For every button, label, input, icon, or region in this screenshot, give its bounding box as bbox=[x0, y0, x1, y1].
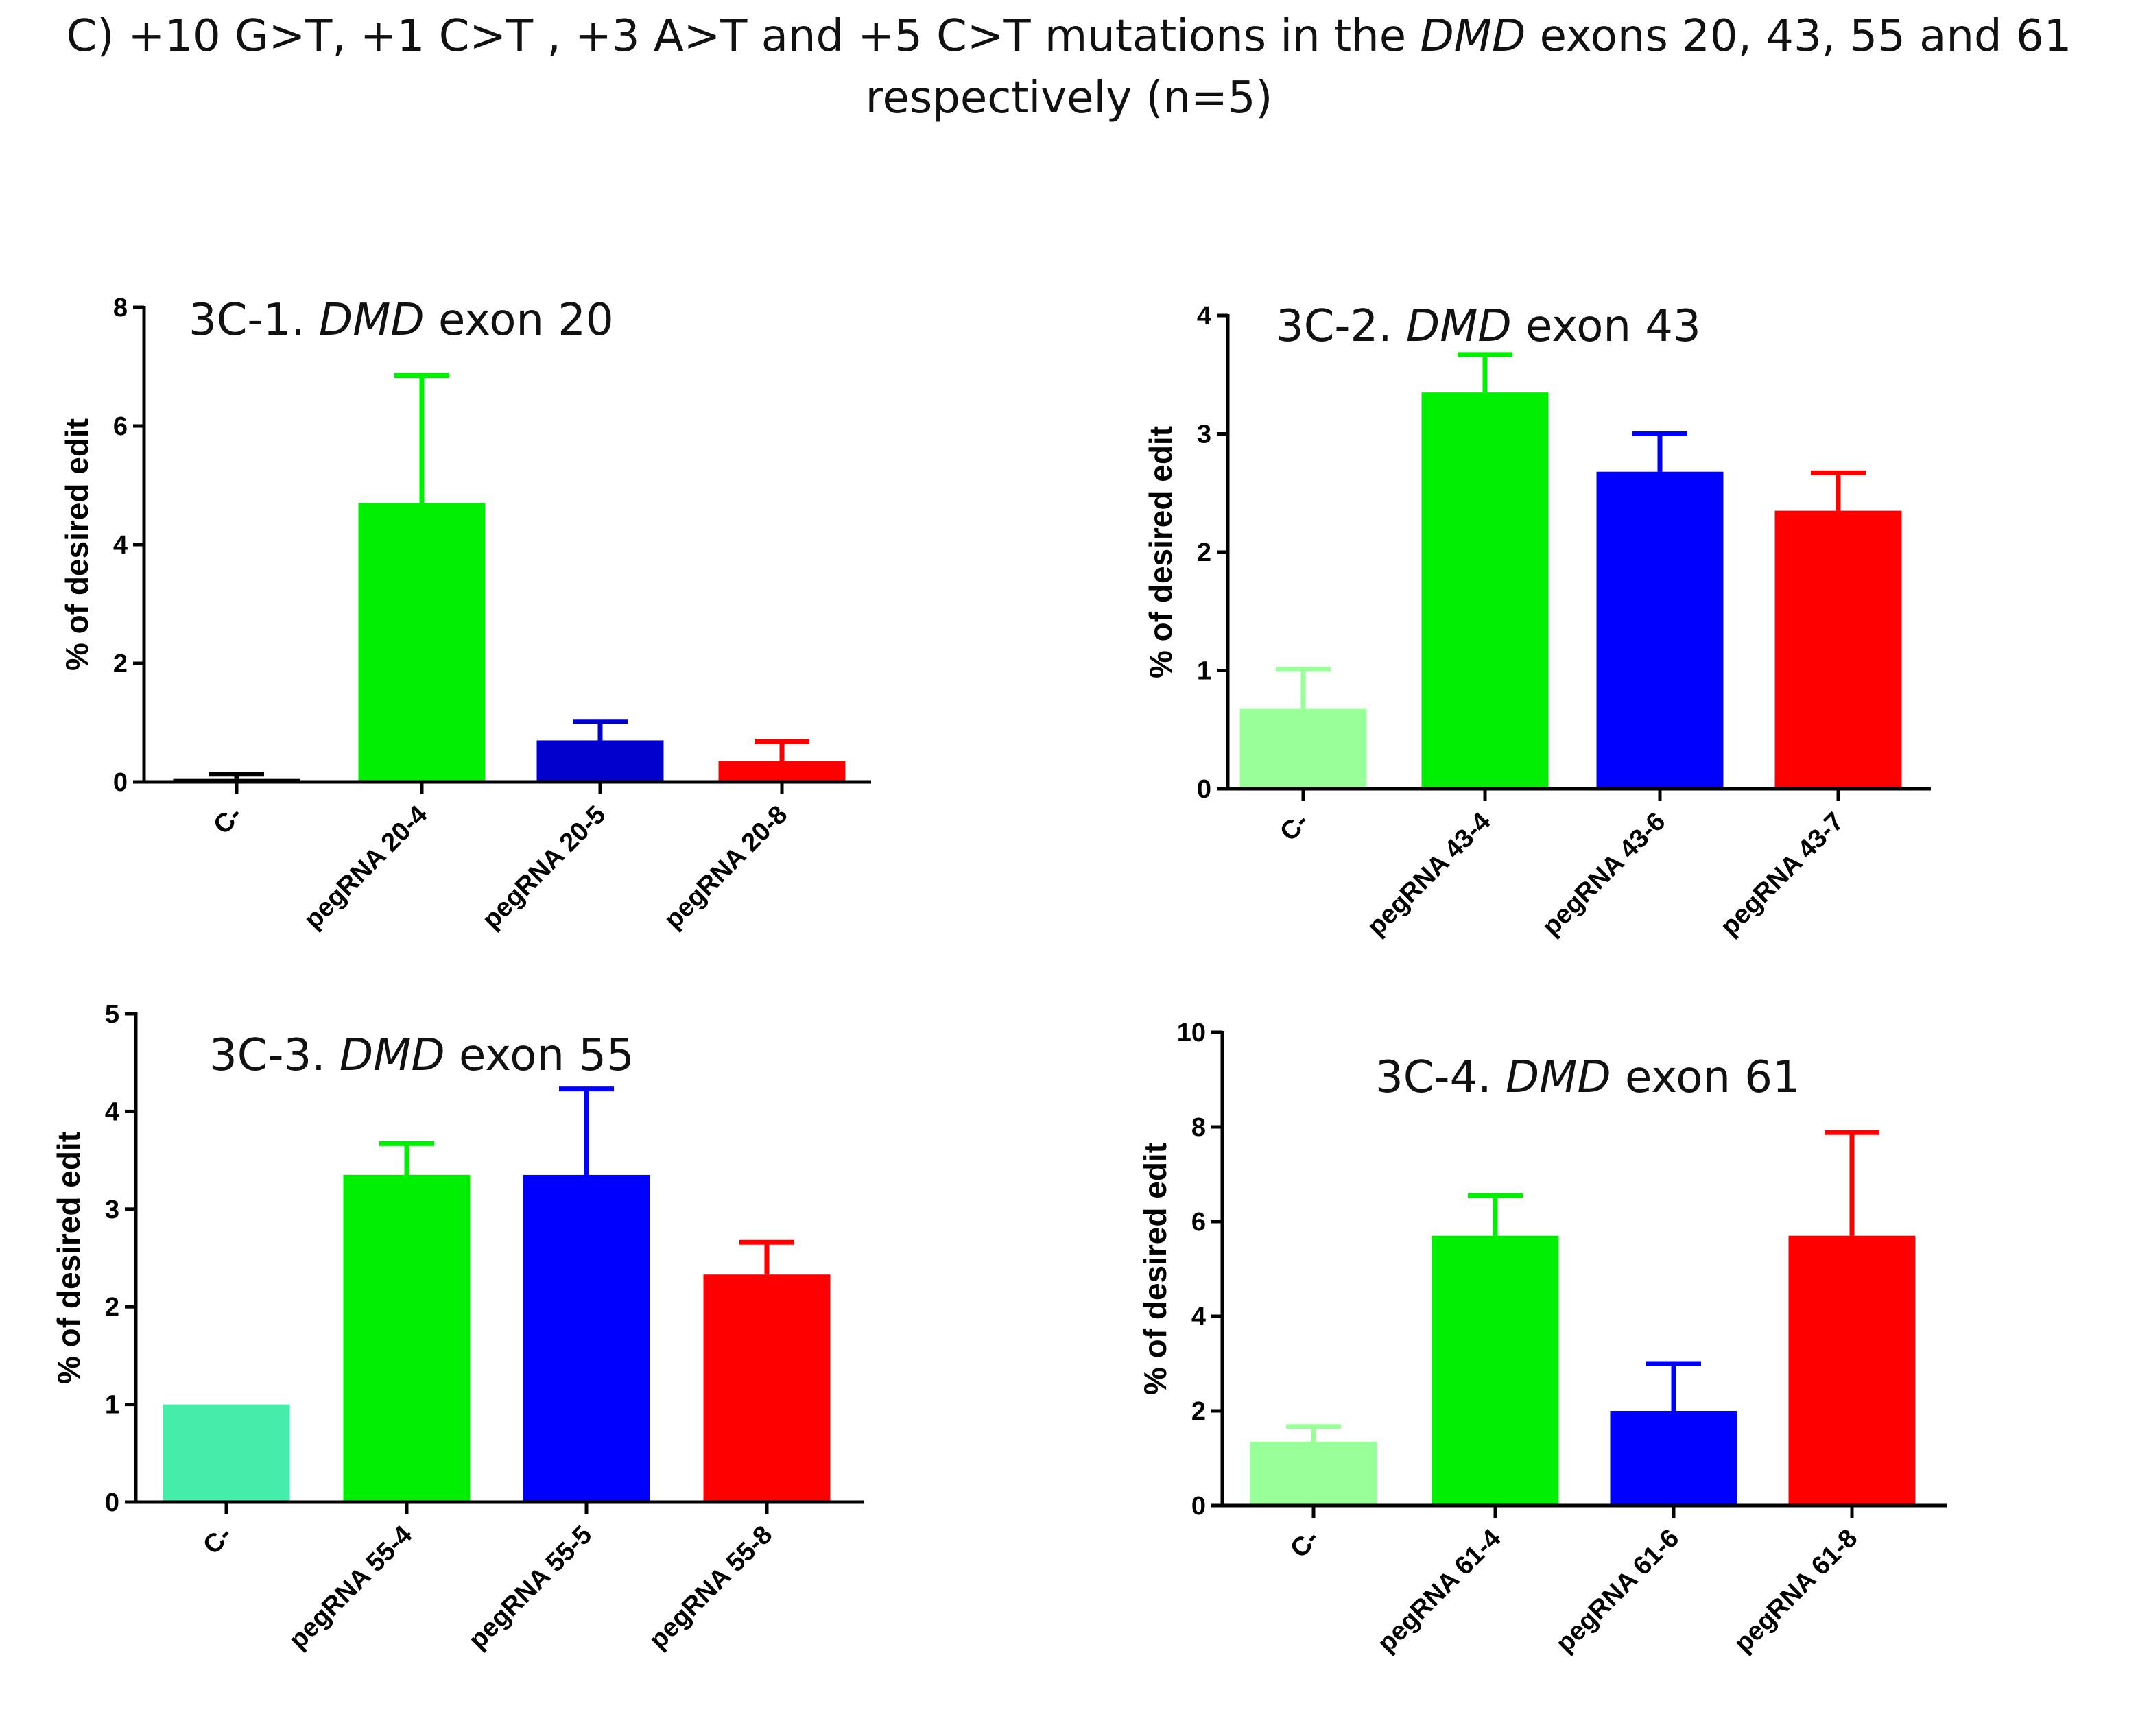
panel-title-suffix: exon 43 bbox=[1512, 301, 1701, 352]
y-tick-label-4: 8 bbox=[113, 294, 128, 322]
bar-1 bbox=[1239, 708, 1367, 789]
y-tick-label-2: 2 bbox=[105, 1293, 119, 1322]
chart-panel-3: 3C-3. DMD exon 55 % of desired edit 0 1 2 3 4 5… bbox=[51, 1000, 864, 1655]
y-tick-label-4: 4 bbox=[1197, 302, 1211, 331]
figure-title-post: exons 20, 43, 55 and 61 bbox=[1525, 11, 2072, 62]
bar-2 bbox=[358, 503, 486, 782]
panel-title-suffix: exon 20 bbox=[425, 295, 614, 346]
x-tick-label-4: pegRNA 20-8 bbox=[658, 800, 793, 935]
bar-4 bbox=[718, 761, 846, 782]
bar-1 bbox=[1250, 1441, 1377, 1506]
x-tick-label-3: pegRNA 61-6 bbox=[1550, 1524, 1685, 1658]
bar-2 bbox=[343, 1174, 471, 1502]
x-tick-label-2: pegRNA 43-4 bbox=[1362, 807, 1496, 942]
panel-title-suffix: exon 55 bbox=[445, 1030, 634, 1081]
panel-title-prefix: 3C-2. bbox=[1276, 301, 1406, 352]
y-tick-label-5: 5 bbox=[105, 1000, 119, 1029]
y-tick-label-4: 4 bbox=[105, 1097, 119, 1126]
bar-2 bbox=[1421, 392, 1549, 789]
figure-title-pre: C) +10 G>T, +1 C>T , +3 A>T and +5 C>T m… bbox=[66, 11, 1421, 62]
x-tick-label-2: pegRNA 20-4 bbox=[298, 800, 433, 935]
y-tick-label-1: 2 bbox=[1191, 1397, 1206, 1426]
x-tick-label-1: C- bbox=[1274, 807, 1314, 847]
bar-3 bbox=[536, 740, 664, 782]
x-tick-label-3: pegRNA 20-5 bbox=[477, 800, 611, 935]
y-tick-label-1: 2 bbox=[113, 650, 128, 678]
panel-title-gene: DMD bbox=[340, 1030, 445, 1081]
x-tick-label-1: C- bbox=[208, 800, 248, 840]
panel-title-gene: DMD bbox=[319, 295, 425, 346]
chart-panel-2: 3C-2. DMD exon 43 % of desired edit 0 1 2 3 4 C… bbox=[1143, 301, 1931, 942]
y-tick-label-3: 3 bbox=[105, 1196, 119, 1224]
y-axis-label: % of desired edit bbox=[51, 1132, 86, 1384]
y-tick-label-3: 6 bbox=[1191, 1208, 1206, 1237]
figure-title-line1: C) +10 G>T, +1 C>T , +3 A>T and +5 C>T m… bbox=[0, 5, 2138, 67]
y-tick-label-3: 6 bbox=[113, 412, 128, 441]
bar-4 bbox=[1774, 510, 1902, 789]
bar-1 bbox=[163, 1404, 290, 1502]
panel-title-prefix: 3C-3. bbox=[209, 1030, 340, 1081]
panel-title-prefix: 3C-4. bbox=[1375, 1052, 1506, 1103]
bar-2 bbox=[1432, 1235, 1559, 1506]
y-tick-label-4: 8 bbox=[1191, 1113, 1206, 1142]
panel-title: 3C-1. DMD exon 20 bbox=[189, 295, 614, 346]
x-tick-label-4: pegRNA 43-7 bbox=[1715, 807, 1849, 942]
y-tick-label-0: 0 bbox=[105, 1488, 119, 1517]
y-tick-label-5: 10 bbox=[1177, 1019, 1206, 1047]
x-tick-label-3: pegRNA 55-5 bbox=[463, 1521, 597, 1655]
panel-title: 3C-2. DMD exon 43 bbox=[1276, 301, 1701, 352]
y-tick-label-0: 0 bbox=[1197, 775, 1211, 804]
y-tick-label-0: 0 bbox=[113, 768, 128, 797]
chart-panel-4: 3C-4. DMD exon 61 % of desired edit 0 2 4 6 8 1… bbox=[1137, 1019, 1947, 1658]
chart-panel-1: 3C-1. DMD exon 20 % of desired edit 0 2 4 6 8 C… bbox=[59, 294, 871, 935]
y-axis-label: % of desired edit bbox=[1137, 1143, 1173, 1395]
y-tick-label-2: 4 bbox=[1191, 1303, 1206, 1331]
y-tick-label-1: 1 bbox=[1197, 657, 1211, 686]
panel-title-gene: DMD bbox=[1406, 301, 1512, 352]
x-tick-label-4: pegRNA 61-8 bbox=[1729, 1524, 1863, 1658]
x-tick-label-2: pegRNA 61-4 bbox=[1372, 1524, 1506, 1658]
y-axis-label: % of desired edit bbox=[59, 418, 95, 671]
x-tick-label-3: pegRNA 43-6 bbox=[1536, 807, 1671, 942]
panel-title-suffix: exon 61 bbox=[1611, 1052, 1801, 1103]
y-tick-label-2: 2 bbox=[1197, 538, 1211, 567]
figure-title-line2: respectively (n=5) bbox=[865, 73, 1273, 123]
panel-title-prefix: 3C-1. bbox=[189, 295, 319, 346]
x-tick-label-2: pegRNA 55-4 bbox=[283, 1521, 418, 1655]
panel-title: 3C-4. DMD exon 61 bbox=[1375, 1052, 1801, 1103]
y-tick-label-2: 4 bbox=[113, 531, 128, 560]
bar-3 bbox=[523, 1174, 650, 1502]
x-tick-label-4: pegRNA 55-8 bbox=[643, 1521, 778, 1655]
bar-4 bbox=[1788, 1235, 1916, 1506]
y-tick-label-1: 1 bbox=[105, 1391, 119, 1420]
y-tick-label-0: 0 bbox=[1191, 1492, 1206, 1521]
y-axis-label: % of desired edit bbox=[1143, 426, 1178, 678]
figure-title: C) +10 G>T, +1 C>T , +3 A>T and +5 C>T m… bbox=[0, 5, 2138, 129]
bar-4 bbox=[703, 1274, 831, 1502]
figure-title-gene: DMD bbox=[1420, 11, 1526, 62]
x-tick-label-1: C- bbox=[198, 1521, 237, 1560]
y-tick-label-3: 3 bbox=[1197, 420, 1211, 449]
bar-3 bbox=[1610, 1411, 1737, 1506]
panel-title-gene: DMD bbox=[1506, 1052, 1611, 1103]
x-tick-label-1: C- bbox=[1285, 1524, 1325, 1564]
bar-3 bbox=[1596, 471, 1724, 789]
panel-title: 3C-3. DMD exon 55 bbox=[209, 1030, 634, 1081]
